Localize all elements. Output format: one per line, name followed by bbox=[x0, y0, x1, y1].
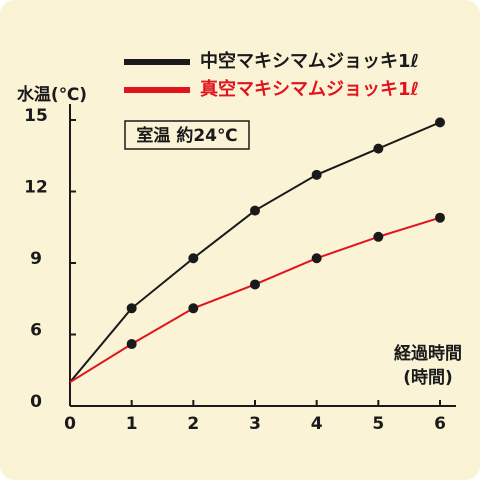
x-tick-label: 6 bbox=[434, 414, 446, 434]
data-point bbox=[311, 169, 322, 180]
annotation: 室温 約24℃ bbox=[136, 125, 237, 146]
x-tick-label: 3 bbox=[249, 414, 261, 434]
data-point bbox=[373, 143, 384, 154]
x-tick-label: 4 bbox=[311, 414, 323, 434]
data-point bbox=[373, 231, 384, 242]
data-point bbox=[435, 212, 445, 223]
y-tick-label: 6 bbox=[30, 321, 42, 341]
data-point bbox=[126, 339, 137, 350]
x-axis-label: 経過時間 bbox=[394, 343, 462, 364]
y-axis-label: 水温(℃) bbox=[17, 84, 87, 105]
data-point bbox=[250, 205, 260, 216]
x-axis-label: (時間) bbox=[403, 367, 453, 388]
data-point bbox=[188, 253, 199, 264]
data-point bbox=[126, 303, 137, 314]
data-point bbox=[250, 279, 260, 290]
y-tick-label: 15 bbox=[24, 106, 48, 126]
legend-label: 中空マキシマムジョッキ1ℓ bbox=[200, 50, 419, 72]
data-point bbox=[435, 117, 445, 128]
legend-label: 真空マキシマムジョッキ1ℓ bbox=[200, 78, 419, 100]
y-tick-label: 9 bbox=[30, 249, 42, 269]
x-tick-label: 5 bbox=[372, 414, 384, 434]
x-tick-label: 1 bbox=[126, 414, 138, 434]
data-point bbox=[311, 253, 322, 264]
x-tick-label: 0 bbox=[64, 414, 76, 434]
data-point bbox=[188, 303, 199, 314]
x-tick-label: 2 bbox=[187, 414, 199, 434]
annotation-box bbox=[124, 120, 250, 150]
y-tick-label: 0 bbox=[30, 392, 42, 412]
y-tick-label: 12 bbox=[24, 178, 48, 198]
